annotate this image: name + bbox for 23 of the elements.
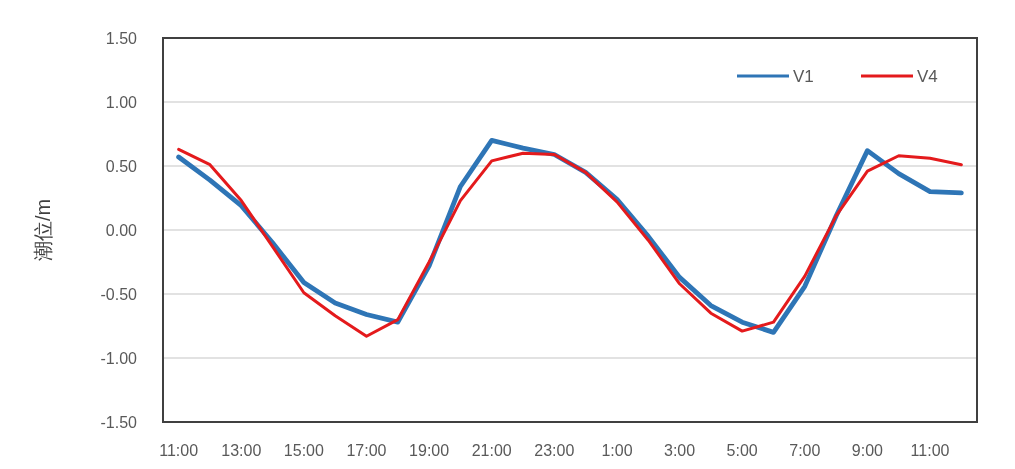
x-tick-label: 5:00 bbox=[726, 442, 758, 459]
legend-label: V1 bbox=[793, 67, 814, 86]
x-tick-label: 15:00 bbox=[283, 442, 324, 459]
x-tick-label: 17:00 bbox=[346, 442, 387, 459]
y-tick-label: 1.50 bbox=[105, 30, 138, 47]
y-tick-label: -0.50 bbox=[100, 286, 138, 303]
x-tick-label: 11:00 bbox=[159, 442, 199, 459]
legend-label: V4 bbox=[917, 67, 938, 86]
x-tick-label: 23:00 bbox=[534, 442, 575, 459]
x-tick-label: 19:00 bbox=[409, 442, 450, 459]
y-axis-title: 潮位/m bbox=[32, 198, 54, 262]
y-tick-label: -1.50 bbox=[100, 414, 138, 431]
x-tick-label: 13:00 bbox=[221, 442, 262, 459]
y-tick-label: 0.50 bbox=[105, 158, 138, 175]
x-tick-label: 1:00 bbox=[601, 442, 633, 459]
x-tick-label: 3:00 bbox=[664, 442, 696, 459]
x-tick-label: 11:00 bbox=[910, 442, 950, 459]
x-tick-label: 7:00 bbox=[789, 442, 821, 459]
x-tick-label: 9:00 bbox=[851, 442, 884, 459]
x-tick-label: 21:00 bbox=[471, 442, 512, 459]
y-tick-label: 0.00 bbox=[105, 222, 138, 239]
y-tick-label: -1.00 bbox=[100, 350, 138, 367]
y-tick-label: 1.00 bbox=[105, 94, 138, 111]
